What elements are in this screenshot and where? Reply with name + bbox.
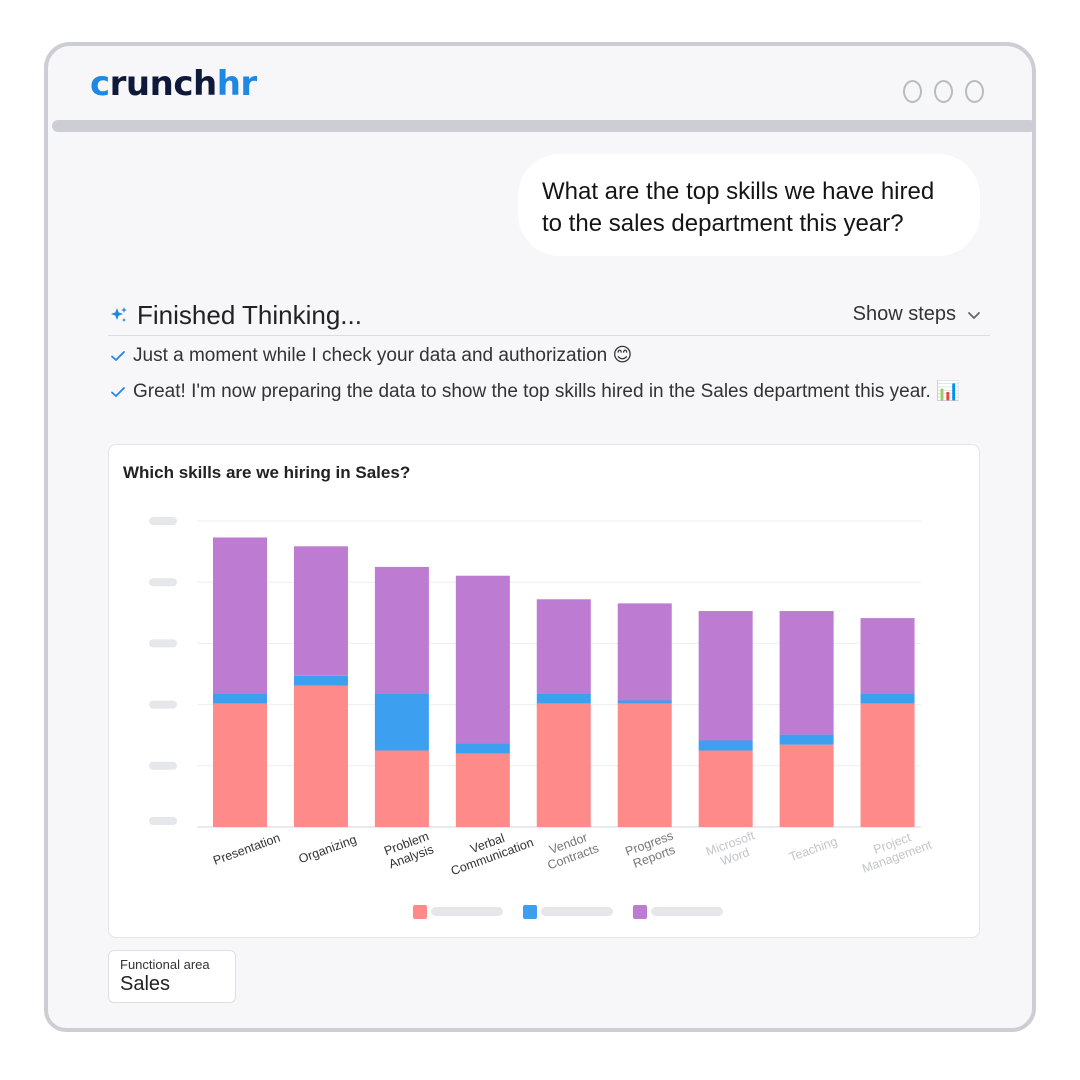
chevron-down-icon (968, 311, 980, 319)
thinking-step-text: Just a moment while I check your data an… (133, 345, 633, 366)
y-tick-placeholder (149, 761, 177, 770)
bar-segment[interactable] (779, 744, 834, 827)
y-tick-placeholder (149, 517, 177, 525)
x-tick-label: ProjectManagement (855, 824, 934, 875)
bar-segment[interactable] (374, 693, 429, 751)
filter-value: Sales (120, 973, 171, 995)
show-steps-label: Show steps (852, 303, 956, 325)
thinking-step: Just a moment while I check your data an… (108, 344, 988, 368)
x-tick-label: MicrosoftWord (704, 828, 762, 872)
window-control-icon[interactable] (965, 80, 984, 103)
bar-segment[interactable] (617, 603, 672, 701)
bar-segment[interactable] (374, 566, 429, 694)
sparkle-icon (111, 307, 127, 322)
legend-swatch (523, 905, 537, 919)
bar-segment[interactable] (698, 740, 753, 751)
thinking-step-text: Great! I'm now preparing the data to sho… (133, 381, 960, 402)
thinking-title: Finished Thinking... (137, 300, 362, 330)
legend-label-placeholder (651, 907, 723, 916)
x-tick-label: ProblemAnalysis (382, 829, 435, 871)
x-tick-label: VerbalCommunication (444, 822, 535, 878)
x-tick-label: Teaching (787, 834, 839, 864)
title-bar-divider (52, 120, 1036, 132)
bar-segment[interactable] (455, 753, 510, 827)
legend-swatch (413, 905, 427, 919)
window-control-icon[interactable] (934, 80, 953, 103)
x-tick-label: Organizing (297, 832, 359, 866)
chart-title: Which skills are we hiring in Sales? (123, 463, 411, 482)
bar-segment[interactable] (860, 693, 915, 704)
window-controls (903, 80, 984, 103)
y-tick-placeholder (149, 639, 177, 648)
bar-segment[interactable] (374, 750, 429, 828)
bar-segment[interactable] (779, 734, 834, 745)
show-steps-button[interactable]: Show steps (853, 303, 982, 326)
check-icon (111, 387, 125, 397)
bar-segment[interactable] (293, 675, 348, 686)
y-tick-placeholder (149, 817, 177, 825)
bar-segment[interactable] (536, 703, 591, 827)
bar-segment[interactable] (536, 693, 591, 704)
bar-segment[interactable] (213, 537, 267, 694)
bar-segment[interactable] (698, 750, 753, 828)
x-tick-label: ProgressReports (623, 828, 680, 871)
title-bar: crunchhr (48, 46, 1032, 124)
thinking-step: Great! I'm now preparing the data to sho… (108, 380, 988, 404)
bar-segment[interactable] (698, 611, 753, 741)
window-control-icon[interactable] (903, 80, 922, 103)
app-window: crunchhr What are the top skills we have… (44, 42, 1036, 1032)
bar-segment[interactable] (293, 685, 348, 827)
bar-segment[interactable] (860, 703, 915, 827)
bar-segment[interactable] (779, 611, 834, 735)
bar-segment[interactable] (293, 546, 348, 676)
bar-segment[interactable] (213, 693, 267, 704)
bar-segment[interactable] (536, 599, 591, 694)
bar-segment[interactable] (455, 575, 510, 744)
filter-label: Functional area (120, 957, 210, 972)
user-message-bubble: What are the top skills we have hired to… (518, 154, 980, 256)
stacked-bar-chart: Presentation Organizing ProblemAnalysis Ver… (149, 517, 934, 919)
bar-segment[interactable] (860, 618, 915, 694)
bar-segment[interactable] (213, 703, 267, 827)
y-tick-placeholder (149, 700, 177, 709)
x-tick-label: VendorContracts (541, 828, 601, 873)
chart-card: Presentation Organizing ProblemAnalysis Ver… (108, 444, 980, 938)
legend-label-placeholder (431, 907, 503, 916)
check-icon (111, 351, 125, 361)
thinking-header: Finished Thinking... Show steps (108, 296, 990, 336)
x-tick-label: Presentation (211, 831, 282, 868)
bar-segment[interactable] (455, 743, 510, 754)
legend-label-placeholder (541, 907, 613, 916)
bar-segment[interactable] (617, 700, 672, 704)
y-tick-placeholder (149, 578, 177, 587)
crunchr-logo: crunchhr (90, 64, 257, 104)
bar-segment[interactable] (617, 703, 672, 827)
functional-area-filter[interactable]: Functional area Sales (108, 950, 236, 1003)
legend-swatch (633, 905, 647, 919)
